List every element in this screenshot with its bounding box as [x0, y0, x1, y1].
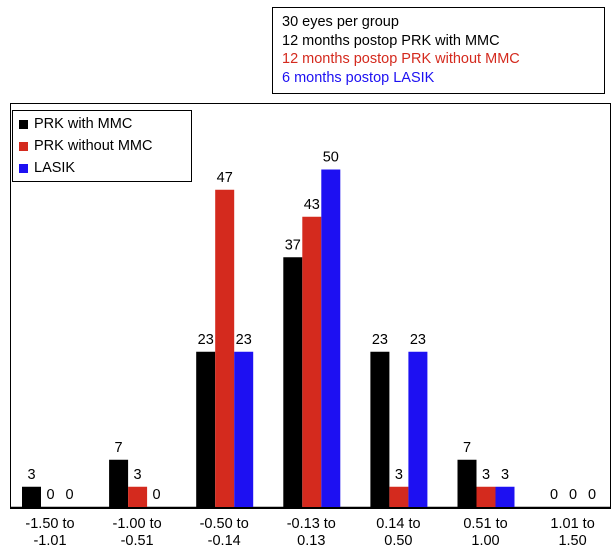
- data-label-prk-mmc: 37: [285, 237, 301, 253]
- bar-prk-no-mmc: [302, 216, 322, 507]
- bars-layer: [22, 169, 515, 507]
- note-line-prk-mmc: 12 months postop PRK with MMC: [282, 32, 500, 49]
- x-tick-label: -0.50 to -0.14: [199, 516, 249, 549]
- study-notes-box: 30 eyes per group 12 months postop PRK w…: [272, 7, 605, 94]
- data-label-lasik: 0: [588, 487, 596, 503]
- data-label-prk-no-mmc: 0: [46, 487, 54, 503]
- legend-item-lasik: LASIK: [19, 157, 191, 179]
- legend-swatch-lasik: [19, 163, 28, 173]
- data-label-prk-no-mmc: 3: [134, 467, 142, 483]
- x-tick-label: 0.14 to 0.50: [376, 516, 421, 549]
- legend-swatch-prk-no-mmc: [19, 141, 28, 151]
- data-label-prk-mmc: 7: [115, 440, 123, 456]
- bar-prk-no-mmc: [215, 189, 235, 507]
- bar-prk-mmc: [22, 486, 41, 507]
- note-line-prk-no-mmc: 12 months postop PRK without MMC: [282, 51, 520, 67]
- bar-prk-no-mmc: [476, 486, 496, 507]
- data-label-prk-mmc: 0: [550, 487, 558, 503]
- bar-prk-no-mmc: [389, 486, 409, 507]
- legend-label-prk-mmc: PRK with MMC: [34, 116, 133, 132]
- bar-prk-mmc: [370, 351, 390, 507]
- data-label-lasik: 0: [65, 487, 73, 503]
- bar-prk-mmc: [109, 459, 129, 507]
- bar-lasik: [321, 169, 341, 507]
- data-label-prk-mmc: 23: [198, 332, 214, 348]
- bar-prk-no-mmc: [128, 486, 148, 507]
- bar-lasik: [495, 486, 515, 507]
- bar-lasik: [234, 351, 254, 507]
- legend-label-prk-no-mmc: PRK without MMC: [34, 138, 153, 154]
- data-label-prk-mmc: 23: [372, 332, 388, 348]
- legend: PRK with MMC PRK without MMC LASIK: [12, 110, 192, 182]
- x-tick-label: -0.13 to 0.13: [286, 516, 336, 549]
- data-label-prk-mmc: 3: [27, 467, 35, 483]
- data-label-lasik: 3: [501, 467, 509, 483]
- legend-label-lasik: LASIK: [34, 160, 76, 176]
- bar-prk-mmc: [196, 351, 216, 507]
- data-label-prk-mmc: 7: [463, 440, 471, 456]
- note-line-sample-size: 30 eyes per group: [282, 14, 399, 30]
- x-tick-label: -1.50 to -1.01: [25, 516, 75, 549]
- bar-prk-mmc: [457, 459, 477, 507]
- data-label-lasik: 23: [410, 332, 426, 348]
- data-label-prk-no-mmc: 3: [395, 467, 403, 483]
- note-line-lasik: 6 months postop LASIK: [282, 69, 435, 86]
- legend-item-prk-no-mmc: PRK without MMC: [19, 135, 191, 157]
- data-label-prk-no-mmc: 3: [482, 467, 490, 483]
- data-label-lasik: 23: [236, 332, 252, 348]
- data-label-prk-no-mmc: 47: [217, 170, 233, 186]
- data-label-lasik: 0: [153, 487, 161, 503]
- x-tick-label: 0.51 to 1.00: [463, 516, 508, 549]
- bar-lasik: [408, 351, 428, 507]
- x-tick-label: 1.01 to 1.50: [550, 516, 595, 549]
- data-label-prk-no-mmc: 43: [304, 197, 320, 213]
- data-label-prk-no-mmc: 0: [569, 487, 577, 503]
- bar-prk-mmc: [283, 257, 303, 507]
- legend-item-prk-mmc: PRK with MMC: [19, 113, 191, 135]
- x-tick-label: -1.00 to -0.51: [112, 516, 162, 549]
- data-label-lasik: 50: [323, 150, 339, 166]
- legend-swatch-prk-mmc: [19, 119, 28, 129]
